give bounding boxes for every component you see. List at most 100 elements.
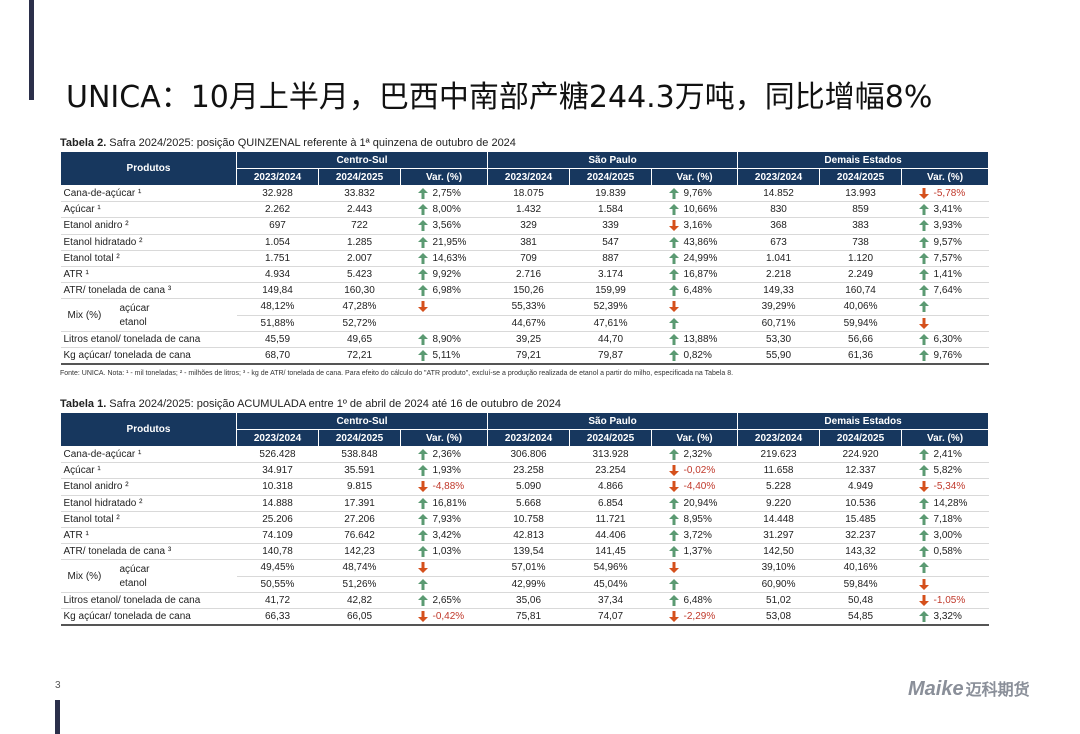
var-box xyxy=(404,301,485,313)
cell: 18.075 xyxy=(487,185,570,203)
var-text: 13,88% xyxy=(683,333,718,345)
table: Produtos Centro-Sul São Paulo Demais Estado… xyxy=(60,151,990,366)
cell: 2.716 xyxy=(487,266,570,284)
var-text: 8,90% xyxy=(432,333,461,345)
var-cell: 2,75% xyxy=(400,185,488,203)
var-text: 14,63% xyxy=(432,252,467,264)
var-box: 3,32% xyxy=(905,610,986,622)
var-cell: 5,11% xyxy=(400,347,488,366)
var-cell: 3,42% xyxy=(400,527,488,545)
cell: 10.318 xyxy=(236,478,319,496)
var-box: -4,88% xyxy=(404,481,485,493)
var-cell: 1,37% xyxy=(651,543,738,561)
table-row: Açúcar ¹ 2.262 2.443 8,00% 1.432 1.584 10,66% 8… xyxy=(60,201,989,219)
cell: 1.054 xyxy=(236,234,319,251)
var-cell: 9,76% xyxy=(651,185,738,203)
up-arrow xyxy=(417,285,428,297)
var-text: 16,87% xyxy=(683,269,718,281)
var-text: -4,40% xyxy=(683,481,716,493)
cell: 15.485 xyxy=(819,511,902,528)
table-row: ATR/ tonelada de cana ³ 149,84 160,30 6,98%… xyxy=(60,282,989,300)
column-header: Var. (%) xyxy=(651,429,739,447)
var-cell: 3,72% xyxy=(651,527,738,545)
cell: 50,55% xyxy=(236,576,319,593)
var-box xyxy=(655,562,735,574)
var-text: 7,57% xyxy=(933,252,962,264)
var-box: -0,42% xyxy=(404,610,485,622)
row-label: Cana-de-açúcar ¹ xyxy=(60,446,237,464)
column-header: Var. (%) xyxy=(901,168,990,186)
var-box: -4,40% xyxy=(655,481,735,493)
up-arrow xyxy=(918,562,929,574)
row-label: Etanol anidro ² xyxy=(60,217,237,235)
cell: 143,32 xyxy=(819,543,902,561)
column-header: Var. (%) xyxy=(901,429,990,447)
table-header: Produtos Centro-Sul São Paulo Demais Estado… xyxy=(60,412,990,447)
var-box: 0,58% xyxy=(905,546,986,558)
down-arrow xyxy=(668,481,679,493)
cell: 72,21 xyxy=(318,347,401,366)
table-body: Cana-de-açúcar ¹ 526.428 538.848 2,36% 306.8… xyxy=(60,446,989,627)
cell: 39,29% xyxy=(737,298,820,316)
table-caption: Tabela 2. Safra 2024/2025: posição QUINZE… xyxy=(60,137,516,149)
row-label: Açúcar ¹ xyxy=(60,462,237,480)
up-arrow xyxy=(918,513,929,525)
cell: 4.934 xyxy=(236,266,319,284)
caption-label: Tabela 1. xyxy=(60,398,107,410)
var-cell: 9,57% xyxy=(901,234,989,251)
cell: 141,45 xyxy=(569,543,652,561)
column-header: 2023/2024 xyxy=(236,168,319,186)
var-box xyxy=(905,317,986,329)
cell: 35,06 xyxy=(487,592,570,609)
cell: 9.815 xyxy=(318,478,401,496)
var-box: 2,75% xyxy=(404,188,485,200)
var-cell xyxy=(901,576,989,593)
var-box: 9,76% xyxy=(905,349,986,361)
cell: 47,28% xyxy=(318,298,401,316)
caption-text: Safra 2024/2025: posição QUINZENAL refer… xyxy=(109,137,516,149)
up-arrow xyxy=(417,465,428,477)
up-arrow xyxy=(668,285,679,297)
table-body: Cana-de-açúcar ¹ 32.928 33.832 2,75% 18.075 1… xyxy=(60,185,989,366)
var-box: 6,48% xyxy=(655,285,735,297)
table-row: Kg açúcar/ tonelada de cana 66,33 66,05 -0,… xyxy=(60,608,989,627)
var-cell: 3,32% xyxy=(901,608,989,627)
group-header: São Paulo xyxy=(487,151,739,169)
cell: 27.206 xyxy=(318,511,401,528)
var-cell: 6,48% xyxy=(651,282,738,300)
cell: 39,10% xyxy=(737,559,820,577)
var-cell: 3,56% xyxy=(400,217,488,235)
var-box: 7,64% xyxy=(905,285,986,297)
cell: 52,72% xyxy=(318,315,401,332)
logo: Maike 迈科期货 xyxy=(908,676,1030,701)
logo-name: 迈科期货 xyxy=(965,682,1030,699)
var-text: -4,88% xyxy=(432,481,465,493)
var-box: 8,90% xyxy=(404,333,485,345)
up-arrow xyxy=(918,204,929,216)
var-cell: 6,98% xyxy=(400,282,488,300)
up-arrow xyxy=(417,236,428,248)
var-cell: -4,88% xyxy=(400,478,488,496)
up-arrow xyxy=(417,578,428,590)
header-cell: Produtos xyxy=(60,412,237,447)
cell: 74,07 xyxy=(569,608,652,627)
var-text: 8,95% xyxy=(683,513,712,525)
table-row: Mix (%) açúcar etanol 48,12% 47,28% 55,33% 52,… xyxy=(60,298,989,332)
cell: 159,99 xyxy=(569,282,652,300)
var-box: 20,94% xyxy=(655,497,735,509)
var-box: 6,48% xyxy=(655,594,735,606)
var-cell: 1,93% xyxy=(400,462,488,480)
up-arrow xyxy=(668,546,679,558)
var-text: 10,66% xyxy=(683,204,718,216)
up-arrow xyxy=(417,204,428,216)
up-arrow xyxy=(668,578,679,590)
var-text: 7,64% xyxy=(933,285,962,297)
down-arrow xyxy=(918,578,929,590)
up-arrow xyxy=(668,252,679,264)
row-label: Cana-de-açúcar ¹ xyxy=(60,185,237,203)
var-cell: 2,65% xyxy=(400,592,488,609)
cell: 61,36 xyxy=(819,347,902,366)
var-cell: 0,58% xyxy=(901,543,989,561)
column-header: 2023/2024 xyxy=(236,429,319,447)
row-label: ATR ¹ xyxy=(60,266,237,284)
